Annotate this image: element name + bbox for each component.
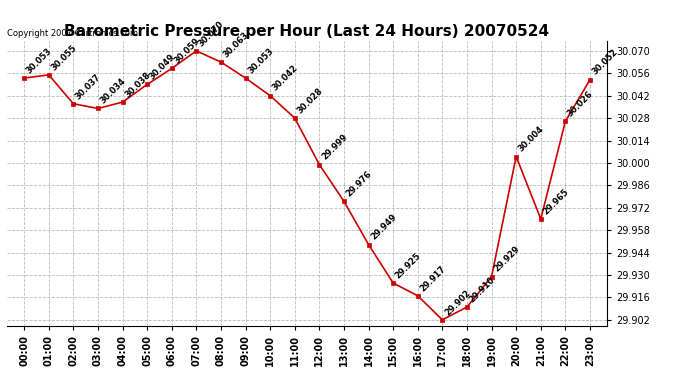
Text: 30.052: 30.052 [591, 48, 620, 77]
Text: 29.910: 29.910 [468, 275, 497, 304]
Text: 29.925: 29.925 [394, 251, 423, 280]
Text: 29.929: 29.929 [492, 244, 522, 274]
Text: 29.976: 29.976 [344, 170, 374, 199]
Text: Copyright 2007 Cartronics.com: Copyright 2007 Cartronics.com [7, 29, 138, 38]
Text: 30.055: 30.055 [49, 43, 79, 72]
Text: 29.917: 29.917 [418, 264, 448, 293]
Text: 30.037: 30.037 [74, 72, 103, 101]
Text: 30.059: 30.059 [172, 37, 201, 66]
Text: 30.004: 30.004 [517, 124, 546, 154]
Text: 30.070: 30.070 [197, 19, 226, 48]
Text: 29.949: 29.949 [369, 213, 398, 242]
Title: Barometric Pressure per Hour (Last 24 Hours) 20070524: Barometric Pressure per Hour (Last 24 Ho… [64, 24, 550, 39]
Text: 30.028: 30.028 [295, 86, 324, 116]
Text: 30.063: 30.063 [221, 30, 250, 59]
Text: 30.053: 30.053 [25, 46, 54, 75]
Text: 29.999: 29.999 [320, 133, 349, 162]
Text: 30.042: 30.042 [270, 64, 300, 93]
Text: 30.049: 30.049 [148, 53, 177, 82]
Text: 30.053: 30.053 [246, 46, 275, 75]
Text: 29.965: 29.965 [542, 187, 571, 216]
Text: 30.026: 30.026 [566, 89, 595, 118]
Text: 30.038: 30.038 [123, 70, 152, 99]
Text: 29.902: 29.902 [443, 288, 472, 317]
Text: 30.034: 30.034 [99, 76, 128, 106]
